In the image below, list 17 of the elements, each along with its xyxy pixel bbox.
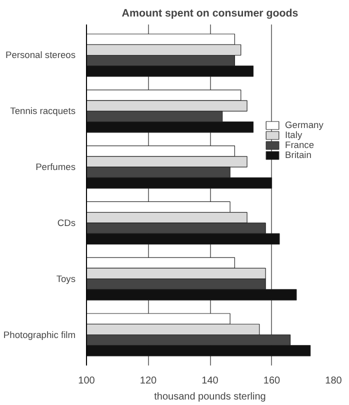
- x-tick-label: 100: [78, 376, 96, 386]
- legend-label: Britain: [285, 150, 312, 160]
- x-tick-label: 140: [202, 376, 219, 386]
- legend-label: France: [285, 140, 314, 150]
- legend-label: Germany: [285, 120, 324, 130]
- x-tick-label: 120: [140, 376, 158, 386]
- y-tick-label: Personal stereos: [6, 50, 76, 60]
- chart-title: Amount spent on consumer goods: [122, 8, 298, 20]
- y-tick-label: Tennis racquets: [10, 106, 76, 116]
- x-tick-label: 180: [325, 376, 342, 386]
- y-tick-label: Perfumes: [36, 162, 76, 172]
- y-tick-label: Toys: [56, 274, 76, 284]
- y-tick-label: CDs: [57, 218, 76, 228]
- y-tick-label: Photographic film: [3, 330, 76, 340]
- legend-label: Italy: [285, 130, 304, 140]
- x-axis-title: thousand pounds sterling: [154, 392, 266, 402]
- x-tick-label: 160: [263, 376, 281, 386]
